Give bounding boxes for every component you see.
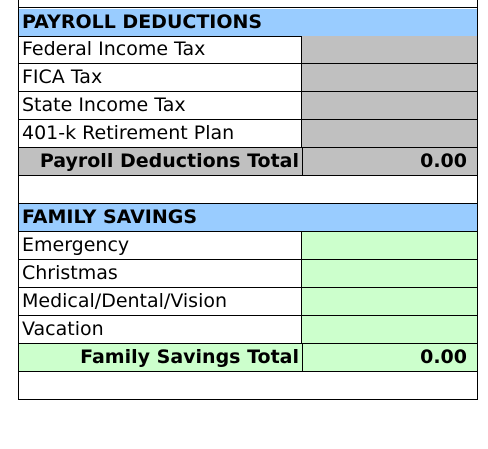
payroll-deductions-header: PAYROLL DEDUCTIONS: [19, 9, 477, 37]
row-label: Emergency: [19, 232, 302, 259]
payroll-row-state-income-tax: State Income Tax: [19, 92, 477, 120]
payroll-total-label: Payroll Deductions Total: [39, 150, 299, 172]
row-label: Vacation: [19, 316, 302, 343]
row-label: 401-k Retirement Plan: [19, 120, 302, 147]
federal-income-tax-input[interactable]: [302, 36, 477, 63]
fica-tax-input[interactable]: [302, 64, 477, 91]
payroll-row-fica-tax: FICA Tax: [19, 64, 477, 92]
top-strip-row: [19, 0, 477, 8]
savings-row-christmas: Christmas: [19, 260, 477, 288]
row-label: Federal Income Tax: [19, 36, 302, 63]
family-savings-header: FAMILY SAVINGS: [19, 204, 477, 232]
savings-row-emergency: Emergency: [19, 232, 477, 260]
payroll-row-401k: 401-k Retirement Plan: [19, 120, 477, 148]
savings-row-vacation: Vacation: [19, 316, 477, 344]
payroll-total-row: Payroll Deductions Total 0.00: [19, 148, 477, 176]
payroll-row-federal-income-tax: Federal Income Tax: [19, 36, 477, 64]
spacer-row: [19, 372, 477, 400]
row-label: Medical/Dental/Vision: [19, 288, 302, 315]
savings-row-medical: Medical/Dental/Vision: [19, 288, 477, 316]
savings-total-value: 0.00: [302, 344, 477, 371]
row-label: FICA Tax: [19, 64, 302, 91]
401k-retirement-input[interactable]: [302, 120, 477, 147]
state-income-tax-input[interactable]: [302, 92, 477, 119]
row-label: Christmas: [19, 260, 302, 287]
row-label: State Income Tax: [19, 92, 302, 119]
spacer-row: [19, 176, 477, 204]
christmas-input[interactable]: [302, 260, 477, 287]
payroll-total-value: 0.00: [302, 148, 477, 175]
savings-total-label: Family Savings Total: [80, 346, 299, 368]
medical-dental-vision-input[interactable]: [302, 288, 477, 315]
savings-total-row: Family Savings Total 0.00: [19, 344, 477, 372]
emergency-input[interactable]: [302, 232, 477, 259]
vacation-input[interactable]: [302, 316, 477, 343]
budget-worksheet: PAYROLL DEDUCTIONS Federal Income Tax FI…: [18, 0, 478, 400]
